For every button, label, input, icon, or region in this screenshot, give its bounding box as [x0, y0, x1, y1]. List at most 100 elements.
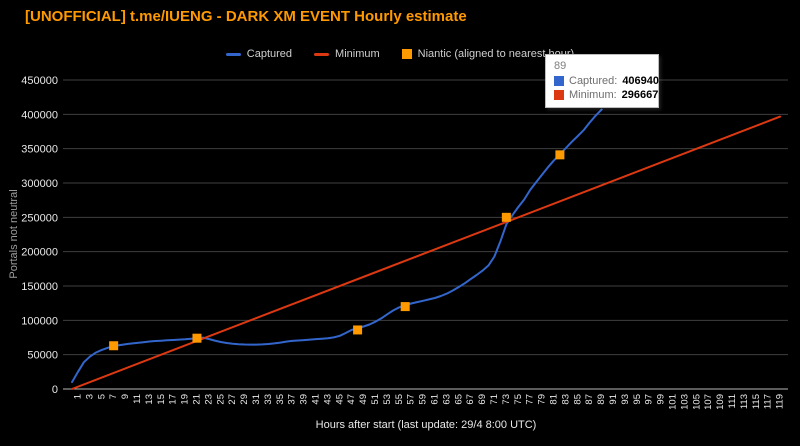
- x-tick-label: 113: [739, 394, 750, 409]
- x-tick-label: 105: [691, 394, 702, 410]
- y-tick-label: 300000: [21, 178, 58, 190]
- x-tick-label: 67: [465, 394, 476, 405]
- x-tick-label: 41: [310, 394, 321, 405]
- x-tick-label: 99: [656, 394, 667, 405]
- legend: Captured Minimum Niantic (aligned to nea…: [0, 48, 800, 60]
- x-tick-label: 37: [287, 394, 298, 405]
- x-tick-label: 95: [632, 394, 643, 405]
- x-tick-label: 69: [477, 394, 488, 405]
- y-tick-label: 200000: [21, 247, 58, 259]
- x-tick-label: 57: [406, 394, 417, 405]
- x-tick-label: 111: [727, 394, 738, 408]
- x-tick-label: 15: [156, 394, 167, 405]
- x-tick-label: 85: [572, 394, 583, 405]
- tooltip-value-captured: 406940: [622, 75, 660, 87]
- x-tick-label: 33: [263, 394, 274, 405]
- x-tick-label: 11: [132, 394, 143, 404]
- niantic-checkpoint-marker[interactable]: [109, 341, 119, 351]
- x-tick-label: 91: [608, 394, 619, 405]
- x-tick-label: 89: [596, 394, 607, 405]
- legend-item-niantic: Niantic (aligned to nearest hour): [401, 48, 575, 60]
- minimum-line[interactable]: [71, 115, 782, 390]
- x-tick-label: 65: [453, 394, 464, 405]
- x-tick-label: 45: [334, 394, 345, 405]
- tooltip-label-captured: Captured:: [569, 75, 618, 87]
- legend-label-niantic: Niantic (aligned to nearest hour): [417, 48, 575, 60]
- niantic-checkpoint-marker[interactable]: [400, 302, 410, 312]
- chart-title: [UNOFFICIAL] t.me/IUENG - DARK XM EVENT …: [25, 8, 467, 25]
- tooltip-value-minimum: 296667: [621, 89, 659, 101]
- x-tick-label: 61: [429, 394, 440, 405]
- y-tick-label: 250000: [21, 212, 58, 224]
- x-tick-label: 5: [96, 394, 107, 399]
- x-tick-label: 35: [275, 394, 286, 405]
- x-tick-label: 73: [501, 394, 512, 405]
- x-tick-label: 31: [251, 394, 262, 405]
- x-tick-label: 25: [215, 394, 226, 405]
- captured-line[interactable]: [71, 108, 603, 384]
- tooltip-row-captured: Captured: 406940: [554, 75, 659, 87]
- x-tick-label: 1: [72, 394, 83, 399]
- legend-label-captured: Captured: [246, 48, 293, 60]
- x-tick-label: 53: [382, 394, 393, 405]
- x-tick-label: 81: [548, 394, 559, 405]
- y-tick-label: 350000: [21, 144, 58, 156]
- x-tick-label: 9: [120, 394, 131, 399]
- x-tick-label: 27: [227, 394, 238, 405]
- x-tick-label: 77: [525, 394, 536, 405]
- x-tick-label: 21: [191, 394, 202, 405]
- minimum-line-swatch-icon: [314, 52, 330, 56]
- x-tick-label: 43: [322, 394, 333, 405]
- x-tick-label: 107: [703, 394, 714, 410]
- minimum-swatch-icon: [554, 90, 564, 100]
- tooltip: 89 Captured: 406940 Minimum: 296667: [545, 54, 659, 108]
- legend-item-captured: Captured: [225, 48, 293, 60]
- x-tick-label: 87: [584, 394, 595, 405]
- y-axis-title: Portals not neutral: [8, 189, 20, 278]
- y-tick-label: 400000: [21, 109, 58, 121]
- y-tick-label: 100000: [21, 315, 58, 327]
- x-tick-label: 71: [489, 394, 500, 405]
- x-tick-label: 59: [418, 394, 429, 405]
- legend-item-minimum: Minimum: [314, 48, 380, 60]
- x-tick-label: 13: [144, 394, 155, 405]
- x-tick-label: 109: [715, 394, 726, 410]
- x-tick-label: 29: [239, 394, 250, 405]
- x-tick-label: 97: [644, 394, 655, 405]
- x-tick-label: 117: [763, 394, 774, 409]
- x-tick-label: 17: [168, 394, 179, 405]
- x-tick-label: 79: [537, 394, 548, 405]
- niantic-checkpoint-marker[interactable]: [192, 333, 202, 343]
- x-tick-label: 115: [751, 394, 762, 409]
- x-tick-label: 3: [84, 394, 95, 399]
- niantic-square-swatch-icon: [401, 49, 412, 59]
- y-tick-label: 0: [52, 384, 58, 396]
- niantic-checkpoint-marker[interactable]: [555, 150, 565, 160]
- y-tick-label: 50000: [27, 350, 58, 362]
- captured-line-swatch-icon: [225, 52, 241, 56]
- tooltip-x-value: 89: [554, 60, 567, 72]
- x-tick-label: 7: [108, 394, 119, 399]
- x-tick-label: 39: [299, 394, 310, 405]
- x-tick-label: 55: [394, 394, 405, 405]
- x-tick-label: 83: [560, 394, 571, 405]
- x-tick-label: 51: [370, 394, 381, 405]
- niantic-checkpoint-marker[interactable]: [353, 325, 363, 335]
- x-tick-label: 103: [679, 394, 690, 410]
- x-tick-label: 63: [441, 394, 452, 405]
- x-tick-label: 101: [667, 394, 678, 410]
- tooltip-label-minimum: Minimum:: [569, 89, 617, 101]
- x-tick-label: 23: [203, 394, 214, 405]
- legend-label-minimum: Minimum: [335, 48, 380, 60]
- y-tick-label: 450000: [21, 75, 58, 87]
- x-tick-label: 75: [513, 394, 524, 405]
- x-tick-label: 93: [620, 394, 631, 405]
- x-tick-label: 47: [346, 394, 357, 405]
- niantic-checkpoint-marker[interactable]: [501, 212, 511, 222]
- x-tick-label: 49: [358, 394, 369, 405]
- tooltip-row-minimum: Minimum: 296667: [554, 89, 658, 101]
- x-axis-title: Hours after start (last update: 29/4 8:0…: [316, 419, 537, 431]
- x-tick-label: 19: [180, 394, 191, 405]
